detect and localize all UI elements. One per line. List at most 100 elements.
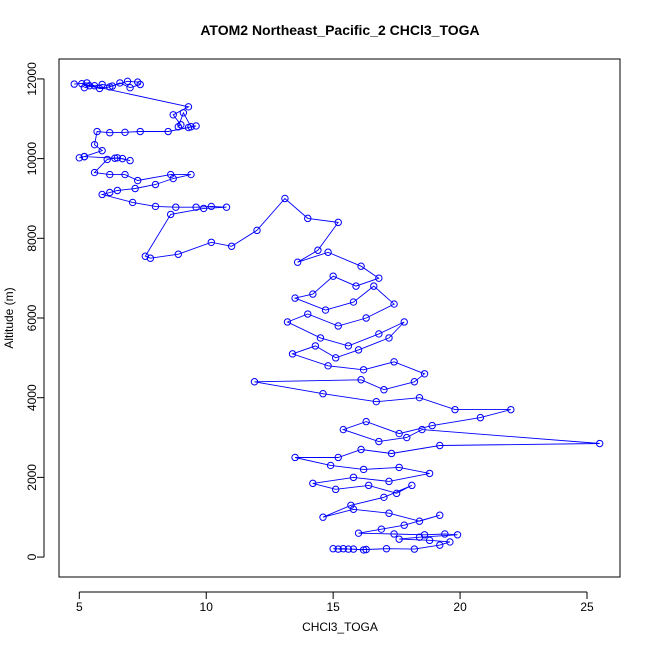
data-point: [331, 354, 340, 362]
data-point: [169, 174, 177, 183]
data-point: [349, 545, 358, 553]
data-point: [385, 334, 393, 342]
data-point: [395, 429, 403, 438]
series-line: [74, 80, 600, 551]
data-point: [362, 314, 370, 322]
data-point: [80, 152, 89, 161]
data-point: [131, 184, 139, 193]
data-point: [359, 366, 368, 374]
data-point: [169, 111, 177, 119]
data-point: [359, 465, 368, 474]
data-point: [375, 437, 383, 446]
data-point: [380, 386, 388, 394]
x-axis-label: CHCl3_TOGA: [302, 620, 378, 634]
data-point: [507, 405, 515, 414]
data-point: [319, 513, 327, 521]
data-point: [187, 170, 195, 179]
x-tick-label: 15: [326, 600, 340, 614]
data-point: [400, 521, 408, 529]
data-point: [344, 545, 353, 553]
data-point: [354, 529, 363, 537]
data-point: [324, 362, 332, 370]
data-point: [314, 246, 322, 254]
data-point: [90, 168, 99, 177]
data-point: [403, 433, 411, 442]
data-point: [106, 188, 114, 197]
data-point: [357, 376, 365, 384]
data-point: [111, 154, 119, 162]
data-point: [428, 421, 436, 430]
data-point: [395, 535, 403, 543]
data-point: [408, 481, 416, 490]
data-point: [377, 525, 386, 533]
data-point: [146, 254, 155, 262]
data-point: [354, 346, 363, 354]
data-point: [106, 170, 114, 179]
data-point: [121, 170, 129, 179]
data-point: [98, 190, 106, 199]
data-point: [451, 405, 459, 414]
data-point: [420, 370, 429, 378]
data-point: [70, 80, 78, 88]
data-point: [357, 445, 365, 454]
data-point: [418, 425, 426, 434]
data-point: [207, 238, 216, 246]
data-point: [136, 80, 144, 89]
data-point: [390, 358, 398, 366]
data-point: [222, 203, 231, 211]
y-axis-label: Altitude (m): [2, 287, 16, 348]
data-point: [192, 122, 200, 130]
data-point: [128, 198, 137, 207]
y-tick-label: 2000: [25, 464, 39, 491]
data-point: [334, 453, 342, 462]
data-point: [359, 546, 368, 554]
data-point: [118, 154, 127, 163]
data-point: [446, 538, 454, 546]
data-point: [85, 81, 94, 90]
data-point: [151, 202, 160, 211]
data-point: [334, 218, 342, 227]
data-point: [370, 282, 378, 290]
data-point: [291, 453, 299, 462]
data-point: [349, 298, 358, 306]
y-axis: 0 2000 4000 6000 8000 10000 12000: [25, 62, 45, 560]
data-point: [415, 533, 424, 541]
data-point: [410, 545, 419, 553]
data-point: [362, 417, 370, 426]
data-point: [410, 378, 419, 386]
data-point: [106, 83, 114, 91]
data-point: [113, 186, 122, 195]
data-point: [382, 545, 391, 553]
data-point: [166, 170, 175, 179]
data-point: [95, 84, 104, 93]
data-point: [166, 210, 175, 219]
data-point: [93, 127, 101, 136]
x-tick-label: 25: [580, 600, 594, 614]
data-point: [380, 493, 388, 502]
data-point: [344, 342, 353, 350]
data-point: [90, 140, 99, 149]
chart-title: ATOM2 Northeast_Pacific_2 CHCl3_TOGA: [200, 22, 479, 38]
data-point: [116, 79, 124, 87]
data-point: [316, 334, 325, 342]
data-point: [133, 176, 142, 185]
data-point: [283, 318, 292, 326]
data-point: [98, 146, 106, 155]
data-point: [372, 397, 381, 406]
y-tick-label: 8000: [25, 225, 39, 252]
plot-area-frame: [58, 58, 621, 578]
data-point: [362, 545, 370, 554]
data-point: [390, 300, 398, 308]
data-point: [334, 322, 342, 330]
data-point: [339, 425, 348, 434]
data-point: [357, 262, 365, 270]
data-point: [425, 469, 434, 478]
data-point: [141, 252, 150, 260]
data-point: [329, 545, 337, 553]
data-point: [309, 479, 317, 488]
data-point: [250, 378, 259, 386]
data-point: [172, 203, 180, 211]
data-point: [319, 390, 327, 398]
data-point: [436, 441, 444, 450]
x-axis: 5 10 15 20 25: [76, 591, 594, 614]
